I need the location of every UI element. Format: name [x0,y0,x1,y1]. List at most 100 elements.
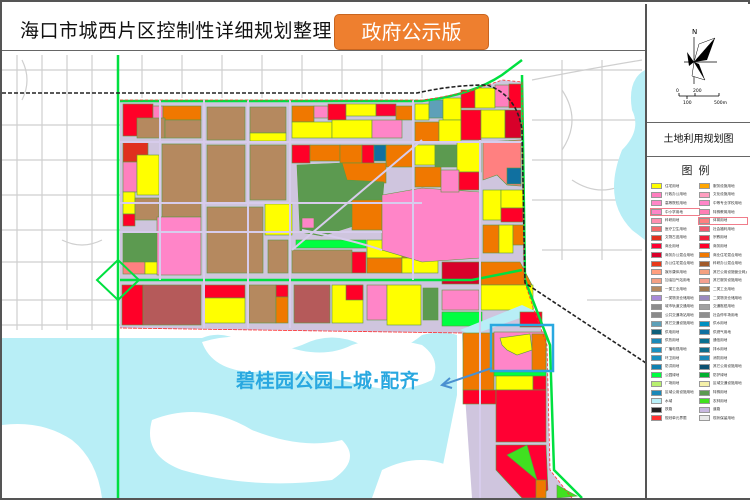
legend-swatch [699,303,710,310]
legend-item: 加油加气站用地 [651,277,699,284]
legend-item: 宗教用地 [699,234,747,241]
legend-row: 中小学用地 特殊教育用地 [650,208,748,217]
legend-label: 社会停车场用地 [713,312,739,317]
legend-label: 特殊用地 [713,390,728,395]
planning-boundary [119,79,573,498]
legend-swatch [699,312,710,319]
legend-item: 特殊教育用地 [699,209,747,216]
legend-label: 通信用地 [713,338,728,343]
legend-swatch [699,183,710,190]
legend-row: 商务办公混合用地 商业住宅混合用地 [651,251,748,260]
legend-swatch [651,243,662,250]
legend-item: 水域 [651,398,699,405]
legend-swatch [699,234,710,241]
legend-swatch [699,286,710,293]
legend-label: 农林用地 [713,398,728,403]
legend-swatch [651,277,662,284]
background-road-network [2,55,643,330]
legend-swatch [699,337,710,344]
legend-swatch [651,346,662,353]
title-bar: 海口市城西片区控制性详细规划整理 政府公示版 [2,4,645,51]
legend-label: 二类物流仓储用地 [713,295,742,300]
water-body [2,70,645,498]
legend-row: 办公住宅混合用地 科研办公混合用地 [651,259,748,268]
legend-row: 住宅用地 服务设施用地 [651,182,748,191]
legend-label: 防护绿地 [713,372,728,377]
legend-item: 现状保留用地 [699,415,747,422]
legend-label: 区域公用设施用地 [665,390,694,395]
legend-item: 供热用地 [651,337,699,344]
legend-item: 道路 [699,406,747,413]
legend-item: 其它公用设施营业网点用地 [699,269,747,276]
legend-item: 办公住宅混合用地 [651,260,699,267]
compass-scale-area: N 0 100 200 500m [647,4,750,123]
legend-item: 科研办公混合用地 [699,260,747,267]
legend-swatch [651,380,662,387]
legend-row: 铁路 道路 [651,405,748,414]
legend-item: 供燃气用地 [699,329,747,336]
north-label: N [692,28,697,36]
legend-label: 文化设施用地 [713,192,735,197]
legend-swatch [699,277,710,284]
legend-row: 高等院校用地 中等专业学校用地 [651,199,748,208]
legend-swatch [699,243,710,250]
legend-label: 防洪用地 [665,364,680,369]
legend-swatch [699,269,710,276]
legend-label: 其它公用设施营业网点用地 [713,269,747,274]
legend-swatch [699,260,710,267]
legend-swatch [651,355,662,362]
legend-item: 其它交通设施用地 [651,320,699,327]
north-arrow-icon: N 0 100 200 500m [676,28,727,106]
legend-label: 中等专业学校用地 [713,200,742,205]
legend-swatch [699,217,710,224]
legend-label: 其它服务设施用地 [713,278,742,283]
legend-row: 城市轨道交通用地 交通枢纽用地 [651,302,748,311]
legend-row: 娱乐康体用地 其它公用设施营业网点用地 [651,268,748,277]
legend-item: 高等院校用地 [651,200,699,207]
land-island [562,370,645,480]
legend-row: 商业用地 商务用地 [651,242,748,251]
legend-swatch [699,200,710,207]
legend-item: 医疗卫生用地 [651,226,699,233]
scale-label: 0 [676,88,679,94]
legend-swatch [651,226,662,233]
legend-label: 道路 [713,407,721,412]
legend-item: 其它服务设施用地 [699,277,747,284]
legend-item: 娱乐康体用地 [651,269,699,276]
legend-swatch [699,209,710,216]
legend-item: 其它公用设施用地 [699,363,747,370]
legend-row: 一类物流仓储用地 二类物流仓储用地 [651,294,748,303]
legend-label: 商业用地 [665,243,680,248]
legend-swatch [699,252,710,259]
legend-row: 加油加气站用地 其它服务设施用地 [651,277,748,286]
legend-label: 行政办公用地 [665,192,687,197]
land-island [2,424,102,498]
legend-item: 防护绿地 [699,372,747,379]
legend-item: 农林用地 [699,398,747,405]
legend-label: 住宅用地 [665,183,680,188]
legend-label: 科研办公混合用地 [713,261,742,266]
legend-item: 文物古迹用地 [651,234,699,241]
legend-row: 一类工业用地 二类工业用地 [651,285,748,294]
legend-item: 商业住宅混合用地 [699,252,747,259]
legend-label: 商务办公混合用地 [665,252,694,257]
project-callout-label: 碧桂园公园上城·配齐 [236,370,420,392]
legend-row: 文物古迹用地 宗教用地 [651,234,748,243]
legend-label: 排水用地 [713,347,728,352]
legend-row: 区域公用设施用地 特殊用地 [651,388,748,397]
land-use-map[interactable] [2,50,645,498]
legend-row: 供电用地 供燃气用地 [651,328,748,337]
legend-label: 商业住宅混合用地 [713,252,742,257]
legend-item: 区域交通设施用地 [699,380,747,387]
legend-swatch [651,303,662,310]
legend-row: 科研用地 体育用地 [651,216,748,225]
legend-label: 其它公用设施用地 [713,364,742,369]
legend-row: 规划单元界限 现状保留用地 [651,414,748,423]
page-title: 海口市城西片区控制性详细规划整理 [20,20,333,42]
legend-swatch [699,406,710,413]
legend-swatch [651,183,662,190]
legend-item: 广播电视用地 [651,346,699,353]
legend-label: 公园绿地 [665,372,680,377]
legend-swatch [651,260,662,267]
highlight-box [489,323,555,373]
